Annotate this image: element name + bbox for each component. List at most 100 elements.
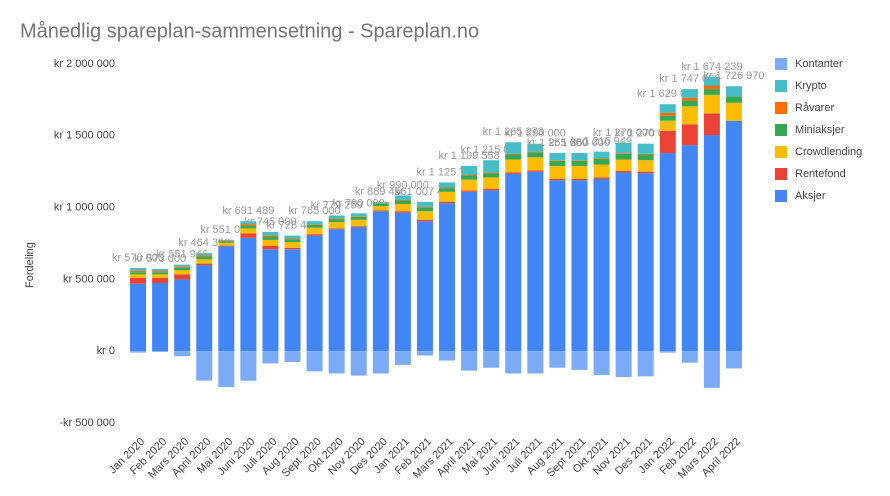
bar-segment <box>659 120 676 131</box>
bar-segment <box>439 351 456 361</box>
bar-segment <box>725 96 742 103</box>
bar-segment <box>615 170 632 173</box>
bar-segment <box>218 351 235 388</box>
y-tick-label: kr 1 000 000 <box>54 202 115 214</box>
bar-segment <box>174 267 191 271</box>
bar-segment <box>505 172 522 174</box>
total-label: kr 551 946 <box>156 249 208 261</box>
bar-segment <box>483 160 500 173</box>
bar-segment <box>527 351 544 374</box>
bar-segment <box>284 247 301 250</box>
bar-segment <box>174 264 191 267</box>
bar-segment <box>483 188 500 191</box>
bar-segment <box>372 201 389 204</box>
bar-segment <box>394 211 411 213</box>
bar-segment <box>659 153 676 352</box>
bar-segment <box>725 102 742 121</box>
bar-segment <box>681 97 698 101</box>
total-label: kr 765 000 <box>289 205 341 217</box>
legend-label: Rentefond <box>795 168 846 180</box>
bar-segment <box>593 178 610 352</box>
bar-segment <box>218 241 235 243</box>
bar-segment <box>439 201 456 204</box>
bar-segment <box>527 152 544 158</box>
legend-swatch <box>775 124 787 136</box>
bar-segment <box>130 267 147 271</box>
total-label: kr 1 265 000 <box>527 137 588 149</box>
bar-segment <box>350 226 367 227</box>
bar-segment <box>527 157 544 171</box>
y-tick-label: kr 500 000 <box>63 273 115 285</box>
bar-segment <box>394 204 411 212</box>
bar-segment <box>350 226 367 352</box>
bar-segment <box>416 211 433 220</box>
bar-segment <box>483 172 500 174</box>
bar-segment <box>483 173 500 178</box>
bar-segment <box>637 173 654 352</box>
bar-segment <box>703 94 720 114</box>
bar-segment <box>615 159 632 171</box>
bar-segment <box>461 174 478 176</box>
bar-segment <box>174 279 191 352</box>
bar-segment <box>394 351 411 365</box>
bar-segment <box>637 351 654 377</box>
bar-segment <box>703 351 720 388</box>
bar-segment <box>571 180 588 352</box>
bar-segment <box>549 165 566 179</box>
bar-segment <box>372 210 389 212</box>
bar-segment <box>681 89 698 98</box>
bar-segment <box>549 153 566 161</box>
bar-segment <box>505 159 522 173</box>
total-label: kr 1 265 273 <box>483 126 544 138</box>
bar-segment <box>637 153 654 155</box>
bar-segment <box>130 270 147 273</box>
bar-segment <box>174 274 191 280</box>
bar-segment <box>328 215 345 219</box>
bar-segment <box>394 199 411 201</box>
legend-swatch <box>775 190 787 202</box>
bar-segment <box>328 221 345 229</box>
bar-segment <box>461 165 478 175</box>
bar-segment <box>306 351 323 372</box>
bar-segment <box>549 160 566 166</box>
bar-segment <box>350 213 367 217</box>
bar-segment <box>130 274 147 278</box>
y-tick-label: -kr 500 000 <box>59 417 115 429</box>
total-label: kr 1 250 000 <box>549 137 610 149</box>
total-label: kr 1 270 000 <box>593 127 654 139</box>
bar-segment <box>152 268 169 272</box>
bar-segment <box>218 246 235 352</box>
bar-segment <box>483 351 500 368</box>
bar-segment <box>527 170 544 172</box>
y-tick-label: kr 1 500 000 <box>54 130 115 142</box>
bar-segment <box>328 228 345 230</box>
bar-segment <box>483 190 500 352</box>
total-label: kr 573 000 <box>134 253 186 265</box>
chart-title: Månedlig spareplan-sammensetning - Spare… <box>20 20 479 42</box>
bar-segment <box>593 164 610 178</box>
total-label: kr 779 259 <box>311 199 363 211</box>
bar-segment <box>130 351 147 353</box>
bar-segment <box>130 277 147 284</box>
total-label: kr 1 199 558 <box>439 150 500 162</box>
bar-segment <box>439 191 456 202</box>
total-label: kr 745 000 <box>244 216 296 228</box>
bar-segment <box>328 229 345 352</box>
bar-segment <box>439 187 456 189</box>
total-label: kr 728 414 <box>267 220 319 232</box>
bar-segment <box>681 100 698 107</box>
bar-segment <box>284 239 301 243</box>
bar-segment <box>350 351 367 376</box>
bar-segment <box>416 221 433 352</box>
bar-segment <box>306 224 323 228</box>
total-label: kr 1 726 970 <box>703 70 764 82</box>
bar-segment <box>549 351 566 368</box>
bar-segment <box>284 351 301 362</box>
bar-segment <box>284 238 301 240</box>
legend-label: Crowdlending <box>795 146 862 158</box>
bar-segment <box>174 270 191 275</box>
bar-segment <box>659 112 676 116</box>
bar-segment <box>394 195 411 200</box>
bar-segment <box>262 239 279 246</box>
